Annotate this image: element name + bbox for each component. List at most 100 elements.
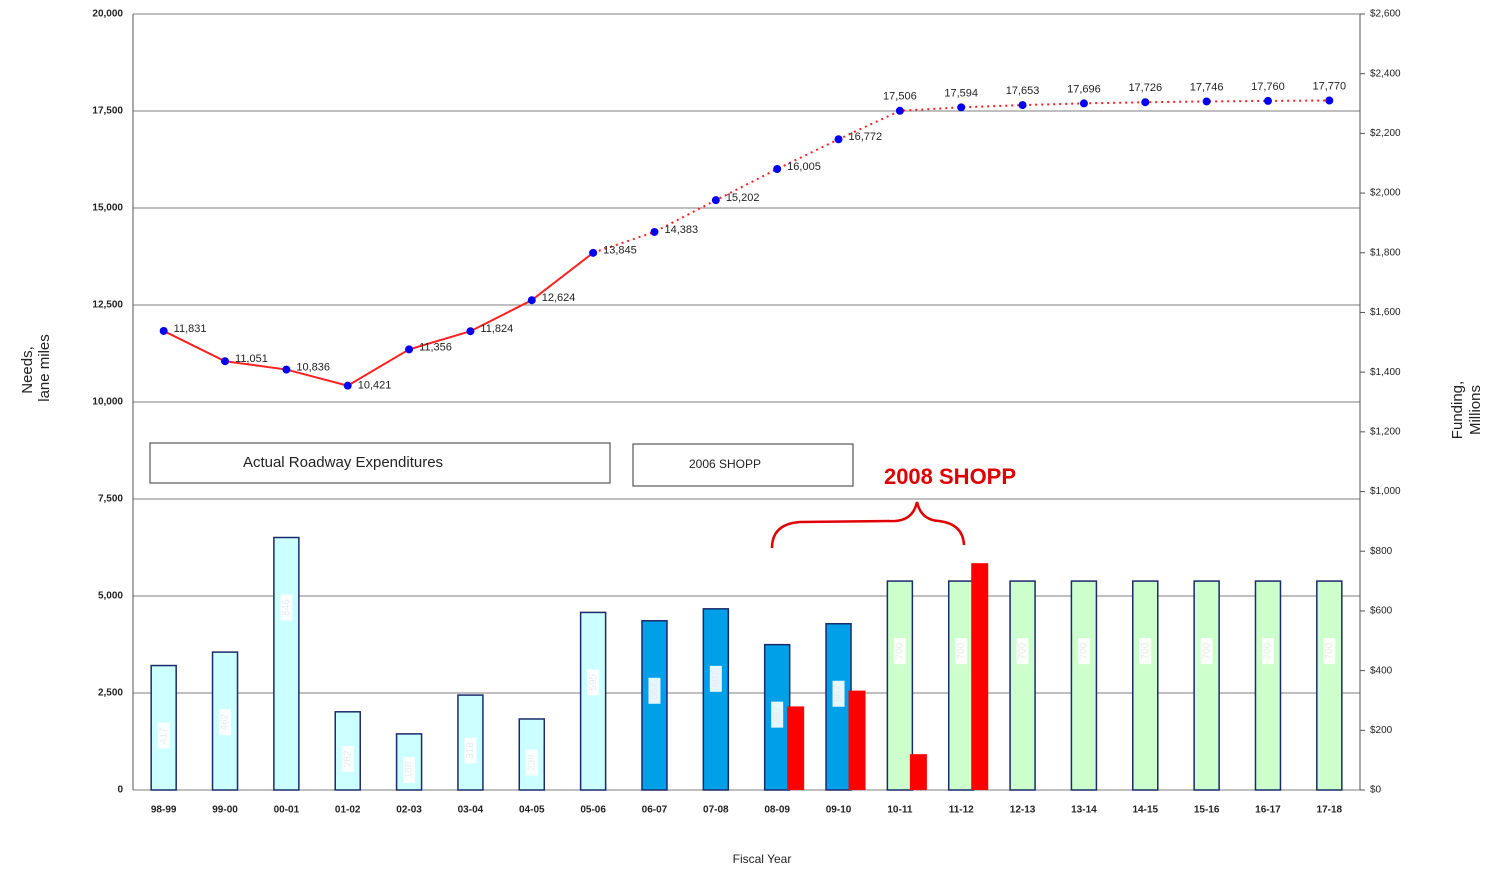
red-bar [971,563,989,790]
data-label: 17,653 [1006,85,1040,97]
bar [825,623,852,791]
marker [1325,96,1334,105]
marker [1202,97,1211,106]
x-tick-label: 05-06 [580,805,606,816]
y2-tick-label: $2,600 [1370,9,1401,20]
bar [579,611,607,791]
y2-axis-label: Funding, [1449,381,1466,439]
data-label: 11,356 [419,341,452,353]
y2-tick-label: $0 [1370,785,1382,796]
y2-tick-label: $1,000 [1370,486,1401,497]
bar-label-bg [832,680,845,707]
y-tick-label: 5,000 [98,591,123,602]
x-axis-label: Fiscal Year [733,852,792,866]
bar-label-bg [1077,638,1090,665]
x-tick-label: 07-08 [703,805,729,816]
x-tick-label: 10-11 [887,805,912,816]
x-tick-label: 98-99 [151,805,177,816]
red-bar [848,690,866,790]
legend-box [632,443,854,487]
bar [702,608,730,791]
bar-label-bg [1016,638,1029,665]
bar-label-bg [1261,638,1274,665]
x-tick-label: 14-15 [1132,805,1158,816]
marker [466,327,475,336]
data-label: 16,005 [787,161,821,173]
bar-label-bg [1139,638,1152,665]
y2-tick-label: $1,800 [1370,247,1401,258]
marker [159,326,168,335]
marker [527,296,536,305]
data-label: 17,696 [1067,83,1101,95]
y2-tick-label: $2,000 [1370,188,1401,199]
data-label: 11,831 [174,323,207,335]
bar [1193,580,1220,791]
data-label: 17,506 [883,91,917,103]
data-label: 17,594 [944,87,978,99]
y-tick-label: 2,500 [98,688,123,699]
bar-label-bg [525,749,538,776]
line [163,252,594,387]
bar-label-bg [464,737,477,764]
data-label: 14,383 [664,224,698,236]
marker [895,106,904,115]
red-bar [909,754,927,790]
data-label: 11,051 [235,353,268,365]
marker [957,103,966,112]
bar [1254,580,1282,791]
y2-tick-label: $2,400 [1370,68,1401,79]
bar-label-bg [341,745,354,772]
data-label: 17,770 [1312,80,1346,92]
y2-tick-label: $1,200 [1370,426,1401,437]
x-tick-label: 16-17 [1255,805,1281,816]
x-tick-label: 01-02 [335,805,361,816]
x-tick-label: 03-04 [458,805,484,816]
bar-label-bg [648,677,661,704]
data-label: 17,726 [1128,82,1162,94]
brace [770,501,966,549]
bar [1316,580,1343,791]
y-tick-label: 7,500 [98,494,123,505]
y2-tick-label: $1,600 [1370,307,1401,318]
y-tick-label: 20,000 [92,9,123,20]
marker [1141,98,1150,107]
y2-tick-label: $1,400 [1370,367,1401,378]
x-tick-label: 11-12 [949,805,974,816]
x-tick-label: 17-18 [1317,805,1343,816]
marker [221,357,230,366]
marker [282,365,291,374]
data-label: 10,421 [358,380,392,392]
bar-label-bg [280,594,293,621]
y-tick-label: 12,500 [92,300,123,311]
bar [1009,580,1036,791]
data-label: 17,746 [1190,81,1224,93]
bar-label-bg [403,756,416,783]
x-tick-label: 12-13 [1010,805,1036,816]
bar-label-bg [709,665,722,692]
y-tick-label: 0 [117,785,123,796]
bar [1070,580,1098,791]
marker [834,135,843,144]
marker [589,248,598,257]
y-tick-label: 17,500 [92,106,123,117]
data-label: 12,624 [542,292,576,304]
x-tick-label: 13-14 [1071,805,1097,816]
y-axis-label: Needs, [19,346,36,394]
data-label: 11,824 [480,323,513,335]
bar-label-bg [1200,638,1213,665]
bar [886,580,914,791]
bar-label-bg [893,638,906,665]
marker [1263,96,1272,105]
marker [343,381,352,390]
y2-tick-label: $400 [1370,665,1393,676]
bar-label-bg [771,701,784,728]
marker [773,165,782,174]
y2-tick-label: $600 [1370,606,1393,617]
data-label: 13,845 [603,245,637,257]
y-tick-label: 10,000 [92,397,123,408]
legend-text: Actual Roadway Expenditures [243,454,443,471]
bar [947,580,975,791]
annotation: 2008 SHOPP [884,464,1016,489]
red-bar [787,706,805,790]
